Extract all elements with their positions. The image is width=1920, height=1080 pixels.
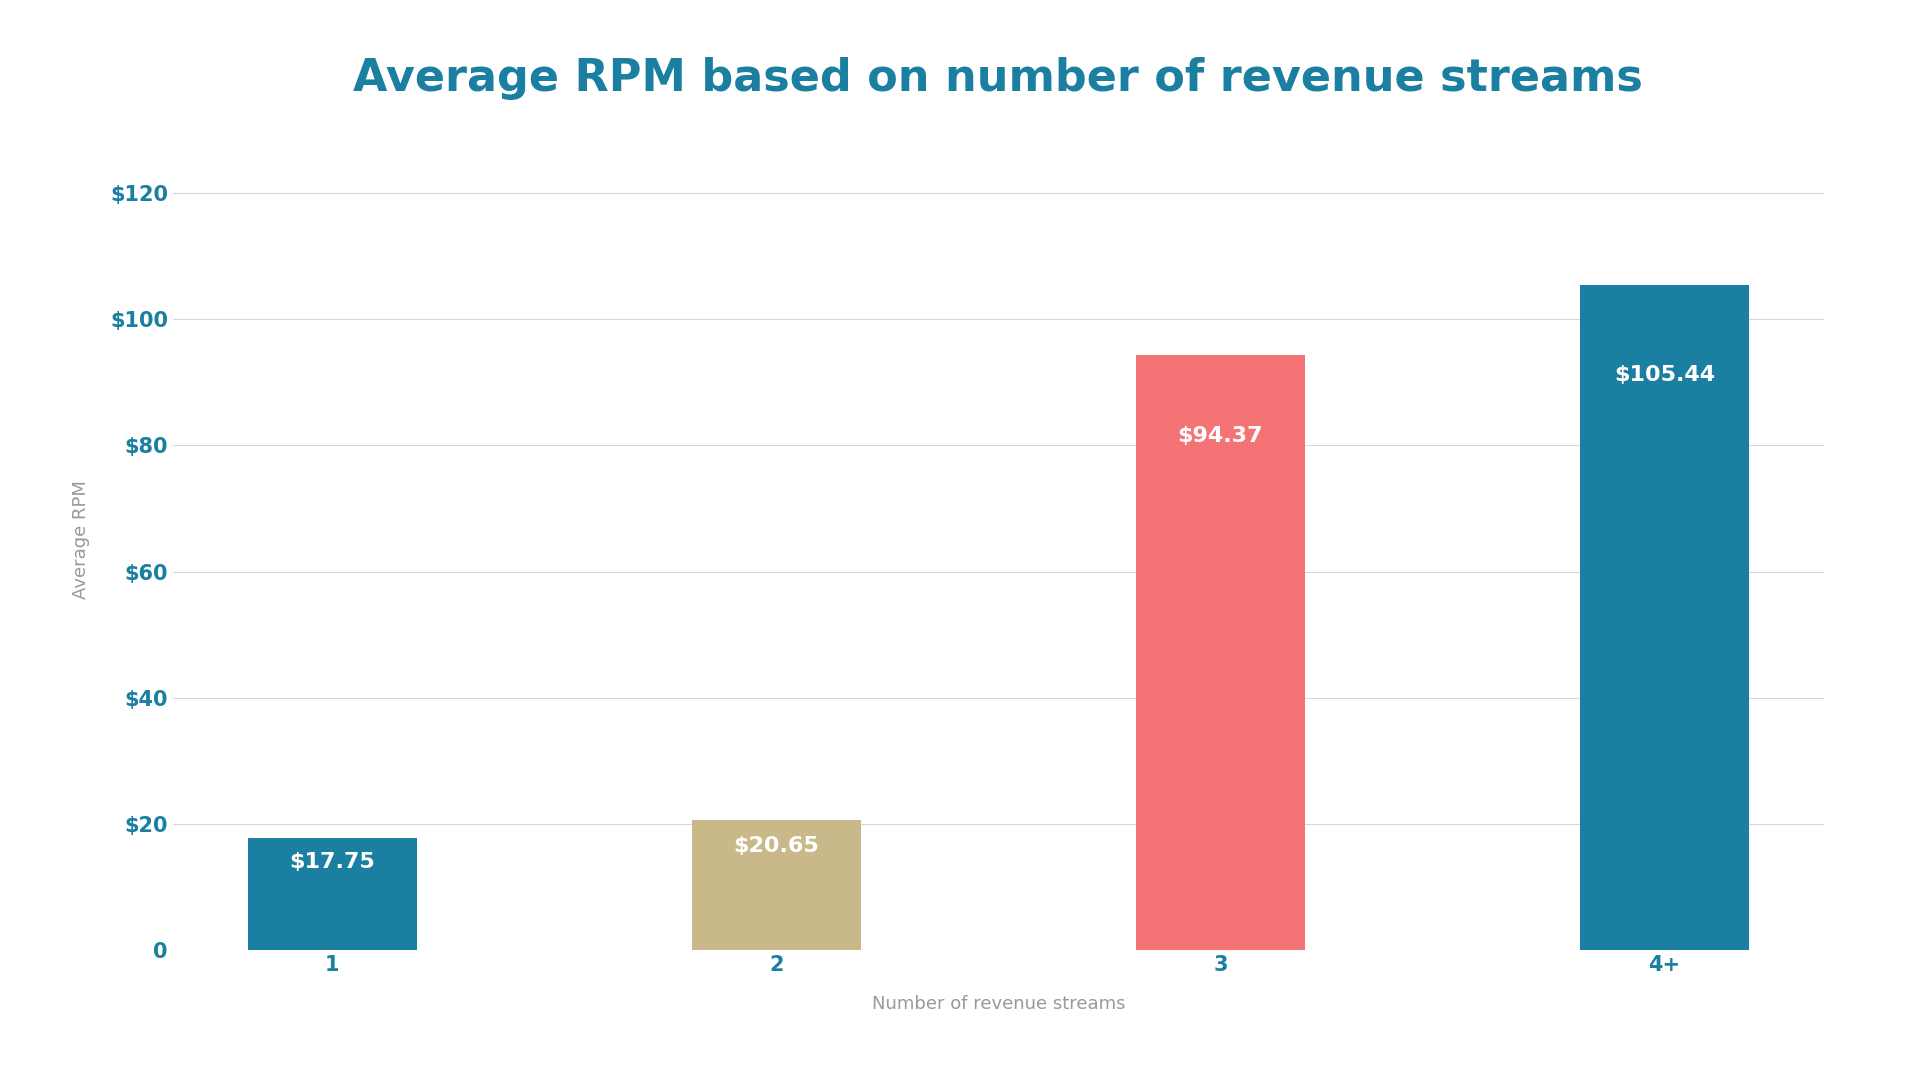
Bar	[1580, 285, 1749, 950]
Y-axis label: Average RPM: Average RPM	[73, 481, 90, 599]
Text: $17.75: $17.75	[290, 852, 374, 872]
Bar	[248, 838, 417, 950]
X-axis label: Number of revenue streams: Number of revenue streams	[872, 995, 1125, 1013]
Text: $105.44: $105.44	[1615, 365, 1715, 384]
Bar	[691, 820, 860, 950]
Bar	[1137, 354, 1306, 950]
Text: $20.65: $20.65	[733, 836, 820, 855]
Text: $94.37: $94.37	[1177, 427, 1263, 446]
Title: Average RPM based on number of revenue streams: Average RPM based on number of revenue s…	[353, 57, 1644, 99]
